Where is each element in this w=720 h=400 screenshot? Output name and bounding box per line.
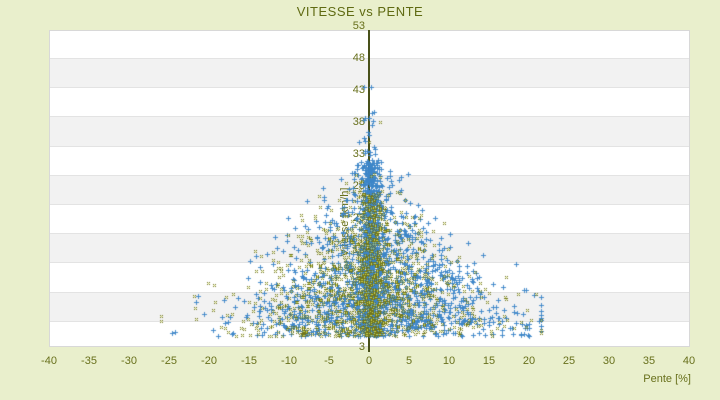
x-tick-label: 15 [482, 355, 496, 367]
y-tick-label: 28 [352, 180, 365, 192]
x-tick-label: 20 [522, 355, 536, 367]
x-tick-label: -25 [161, 355, 177, 367]
y-tick-label: 3 [358, 340, 365, 353]
y-axis-line [368, 30, 370, 352]
x-tick-label: -15 [241, 355, 257, 367]
y-tick-label: 33 [352, 147, 365, 160]
x-tick-label: 30 [602, 355, 616, 367]
x-axis-title: Pente [%] [643, 373, 691, 385]
x-tick-label: -35 [81, 355, 97, 367]
x-tick-label: -10 [281, 355, 297, 367]
chart-title: VITESSE vs PENTE [296, 4, 424, 19]
x-tick-label: -30 [121, 355, 137, 367]
y-tick-label: 8 [358, 308, 365, 321]
x-tick-label: 10 [442, 355, 456, 367]
y-tick-label: 13 [352, 276, 365, 289]
y-tick-label: 18 [352, 244, 365, 257]
x-tick-label: -5 [324, 355, 334, 367]
y-tick-label: 48 [352, 51, 365, 64]
x-tick-label: 5 [405, 355, 413, 367]
x-tick-label: 40 [682, 355, 696, 367]
y-tick-label: 53 [352, 19, 365, 32]
y-tick-label: 23 [352, 212, 365, 225]
x-tick-label: 0 [365, 355, 373, 367]
y-tick-label: 38 [352, 115, 365, 128]
x-tick-label: -20 [201, 355, 217, 367]
x-tick-label: -40 [41, 355, 57, 367]
y-tick-label: 43 [352, 83, 365, 96]
x-tick-label: 25 [562, 355, 576, 367]
x-tick-label: 35 [642, 355, 656, 367]
